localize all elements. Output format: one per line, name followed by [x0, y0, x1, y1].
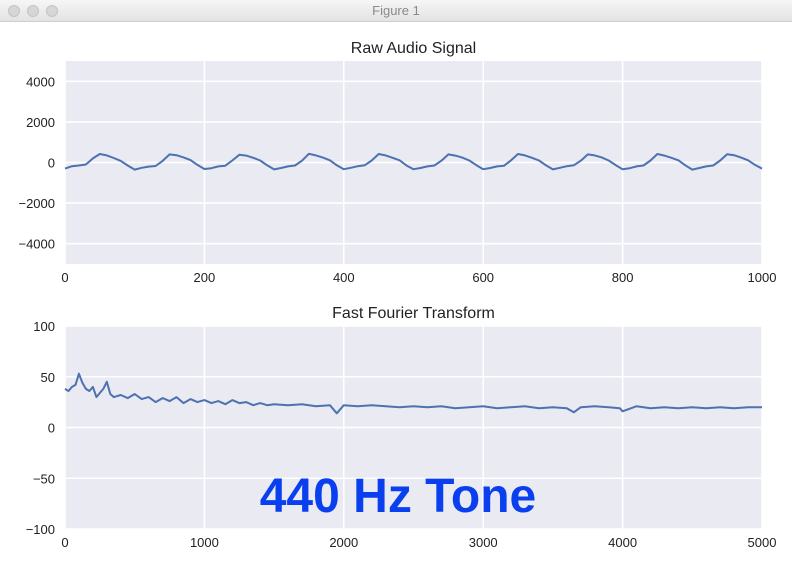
- x-tick-label: 800: [612, 270, 634, 285]
- y-tick-label: 0: [48, 156, 55, 171]
- window-title: Figure 1: [372, 3, 420, 18]
- y-tick-label: −100: [26, 522, 55, 537]
- x-tick-label: 2000: [329, 535, 358, 550]
- raw-audio-chart: 0 200 400 600 800 1000 4000 2000 0 −2000 −4000 Raw …: [18, 40, 776, 285]
- close-window-button[interactable]: [8, 5, 20, 17]
- y-tick-label: −4000: [18, 237, 55, 252]
- series-line: [64, 152, 763, 171]
- minimize-window-button[interactable]: [27, 5, 39, 17]
- title-bar: Figure 1: [0, 0, 792, 22]
- y-tick-label: −2000: [18, 196, 55, 211]
- x-tick-label: 0: [61, 535, 68, 550]
- x-tick-label: 0: [61, 270, 68, 285]
- chart-title: Raw Audio Signal: [351, 40, 476, 57]
- y-tick-label: 2000: [26, 115, 55, 130]
- zoom-window-button[interactable]: [46, 5, 58, 17]
- x-tick-label: 4000: [608, 535, 637, 550]
- y-tick-label: 0: [48, 421, 55, 436]
- fft-chart: 0 1000 2000 3000 4000 5000 100 50 0 −50 −100 Fast F…: [26, 305, 777, 550]
- y-tick-label: 4000: [26, 74, 55, 89]
- x-tick-label: 600: [472, 270, 494, 285]
- series-line: [64, 372, 762, 415]
- x-tick-label: 200: [194, 270, 216, 285]
- x-tick-label: 3000: [469, 535, 498, 550]
- x-tick-label: 1000: [748, 270, 777, 285]
- x-tick-label: 400: [333, 270, 355, 285]
- y-tick-label: 50: [41, 370, 55, 385]
- y-tick-label: −50: [33, 471, 55, 486]
- chart-title: Fast Fourier Transform: [332, 305, 495, 322]
- x-tick-label: 1000: [190, 535, 219, 550]
- tone-overlay-label: 440 Hz Tone: [260, 470, 537, 523]
- x-tick-label: 5000: [748, 535, 777, 550]
- y-tick-label: 100: [33, 319, 55, 334]
